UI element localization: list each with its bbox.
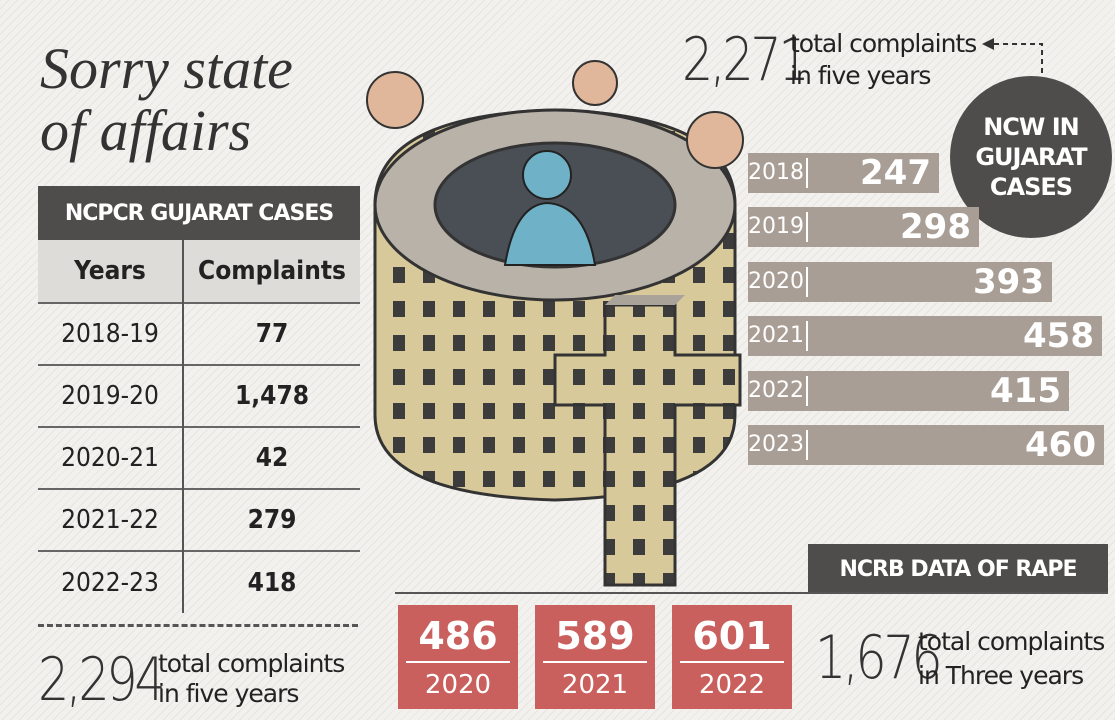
female-symbol-building-illustration (366, 60, 744, 587)
ncpcr-total-label-2: in five years (158, 679, 299, 708)
ncw-bar: 2020 393 (748, 261, 1052, 302)
ncw-bar: 2023 460 (748, 425, 1104, 465)
row-complaints: 77 (183, 302, 360, 365)
ncrb-year: 2022 (698, 670, 766, 700)
ncw-bar-value: 460 (1025, 425, 1096, 465)
ncw-bar-year: 2019 (748, 212, 808, 243)
ncw-bar-value: 393 (973, 261, 1044, 302)
dashed-arrow-icon (982, 38, 1043, 82)
ncw-bar-year: 2018 (748, 158, 808, 188)
row-year: 2020-21 (38, 426, 184, 489)
ncrb-value: 589 (543, 605, 647, 663)
table-row: 2020-21 42 (38, 426, 360, 489)
row-complaints: 1,478 (183, 364, 360, 427)
row-year: 2019-20 (38, 364, 184, 427)
ncw-label-line2: GUJARAT (975, 143, 1087, 171)
dashed-divider (38, 624, 358, 627)
ncrb-total-number: 1,676 (815, 623, 943, 693)
page-title: Sorry state of affairs (40, 36, 293, 163)
table-row: 2018-19 77 (38, 302, 360, 365)
ncpcr-table-header: NCPCR GUJARAT CASES (38, 186, 360, 240)
ncw-bar-value: 458 (1023, 316, 1094, 357)
row-year: 2021-22 (38, 488, 184, 551)
ncw-bar: 2019 298 (748, 207, 979, 248)
ncpcr-total-label-1: total complaints (158, 649, 345, 678)
row-complaints: 279 (183, 488, 360, 551)
ncw-label-line1: NCW IN (983, 113, 1080, 141)
row-complaints: 42 (183, 426, 360, 489)
ncw-bar: 2018 247 (748, 153, 939, 193)
table-row: 2021-22 279 (38, 488, 360, 551)
ncrb-divider (395, 592, 1108, 594)
ncw-label-line3: CASES (989, 173, 1073, 201)
ncw-total-label-1: total complaints (790, 29, 977, 58)
ncw-bar-year: 2020 (748, 266, 808, 297)
ncrb-value: 601 (680, 605, 784, 663)
ncw-bar-year: 2023 (748, 430, 808, 460)
row-year: 2022-23 (38, 550, 184, 613)
ncpcr-table: Years Complaints 2018-19 77 2019-20 1,478 … (38, 240, 360, 613)
ncrb-value: 486 (406, 605, 510, 663)
ncw-bar-value: 247 (860, 153, 931, 193)
ncpcr-total-number: 2,294 (38, 645, 166, 715)
ncrb-header: NCRB DATA OF RAPE (808, 544, 1108, 594)
row-year: 2018-19 (38, 302, 184, 365)
ncw-bar-year: 2021 (748, 321, 808, 352)
table-row: 2019-20 1,478 (38, 364, 360, 427)
table-row: 2022-23 418 (38, 550, 360, 613)
ncw-total-number: 2,271 (682, 25, 810, 95)
ncrb-value-box: 601 2022 (672, 605, 792, 709)
col-header-years: Years (38, 240, 184, 303)
ncw-bar-value: 298 (900, 207, 971, 248)
ncw-bar: 2021 458 (748, 316, 1102, 357)
ncw-bar: 2022 415 (748, 370, 1069, 411)
ncrb-year: 2021 (561, 670, 629, 700)
ncw-bar-value: 415 (990, 370, 1061, 411)
ncw-total-label-2: in five years (790, 61, 931, 90)
ncrb-total-label-2: in Three years (918, 661, 1084, 690)
row-complaints: 418 (183, 550, 360, 613)
ncrb-total-label-1: total complaints (918, 627, 1105, 656)
ncrb-value-box: 589 2021 (535, 605, 655, 709)
ncrb-year: 2020 (424, 670, 492, 700)
ncrb-value-box: 486 2020 (398, 605, 518, 709)
col-header-complaints: Complaints (183, 240, 360, 303)
ncw-label-circle: NCW IN GUJARAT CASES (950, 76, 1112, 238)
ncw-bar-year: 2022 (748, 375, 808, 406)
